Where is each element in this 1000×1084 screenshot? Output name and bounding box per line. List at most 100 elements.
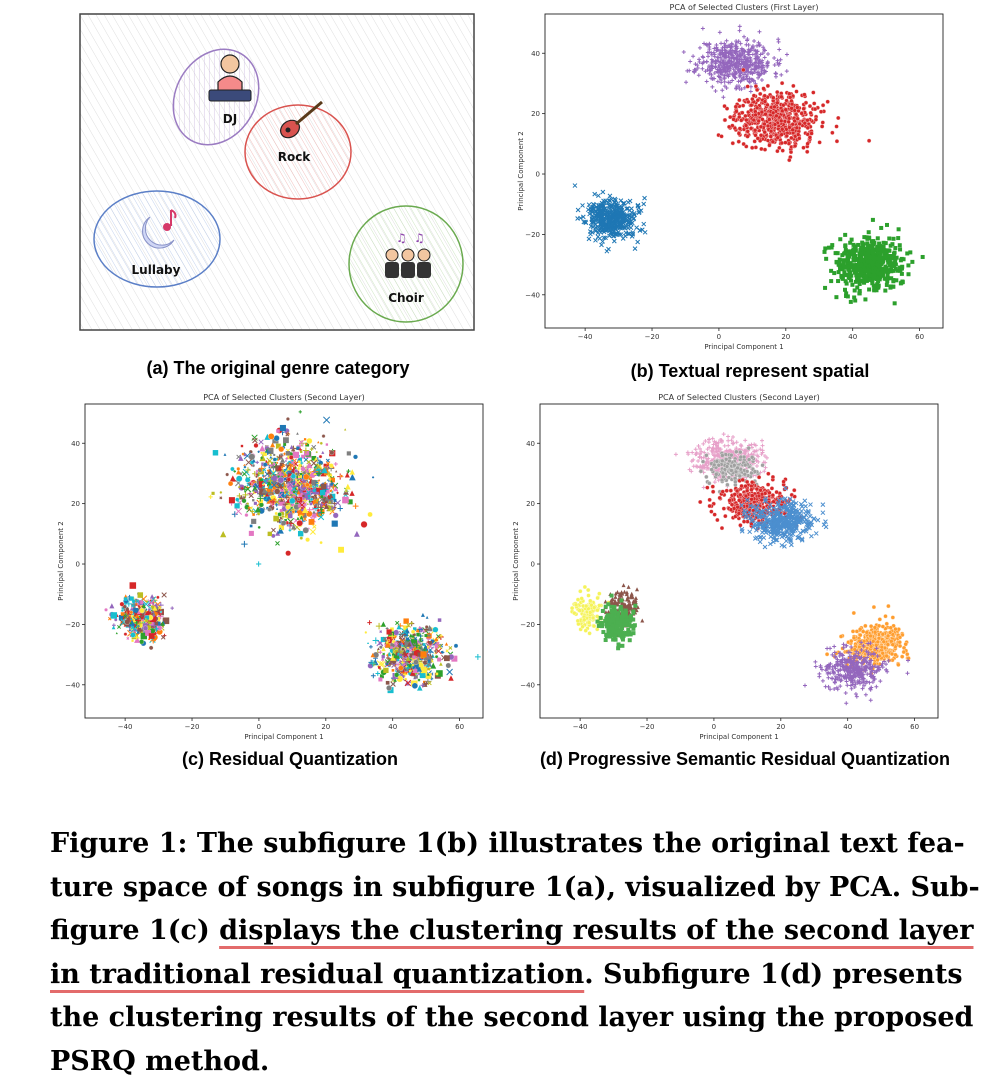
point xyxy=(772,55,777,60)
point xyxy=(880,266,885,271)
point xyxy=(750,145,755,150)
point xyxy=(732,57,737,62)
point xyxy=(820,502,826,507)
point xyxy=(744,57,749,62)
point xyxy=(403,625,408,631)
point xyxy=(861,250,866,255)
point xyxy=(883,269,888,274)
point xyxy=(772,62,777,67)
point xyxy=(848,299,853,304)
point xyxy=(858,270,863,275)
point xyxy=(403,618,409,624)
point xyxy=(695,65,700,70)
point xyxy=(131,639,134,642)
point xyxy=(242,496,246,499)
point xyxy=(593,237,598,243)
point xyxy=(707,503,712,509)
point xyxy=(848,261,853,266)
point xyxy=(275,507,279,510)
point xyxy=(740,477,745,483)
point xyxy=(297,497,301,501)
point xyxy=(857,291,862,296)
point xyxy=(754,105,760,110)
point xyxy=(705,485,710,490)
point xyxy=(145,608,148,611)
point xyxy=(717,51,722,56)
point xyxy=(434,636,439,642)
point xyxy=(300,461,304,465)
point xyxy=(896,236,901,241)
point xyxy=(297,530,304,537)
point xyxy=(236,469,241,475)
point xyxy=(745,134,750,139)
point xyxy=(439,662,443,666)
point xyxy=(690,450,695,455)
point xyxy=(892,264,897,269)
point xyxy=(730,64,735,69)
point xyxy=(750,455,755,460)
point xyxy=(403,652,409,658)
point xyxy=(317,478,321,482)
point xyxy=(240,444,244,448)
point xyxy=(733,104,738,109)
point xyxy=(755,56,760,61)
point xyxy=(253,442,259,448)
point xyxy=(328,493,334,499)
point xyxy=(752,39,757,44)
point xyxy=(147,602,152,606)
point xyxy=(910,259,915,264)
point xyxy=(745,497,750,503)
point xyxy=(758,447,763,452)
point xyxy=(698,464,703,469)
point xyxy=(294,468,299,473)
point xyxy=(740,110,745,115)
scatter-plot-residual-quantization: PCA of Selected Clusters (Second Layer)−… xyxy=(57,393,484,741)
point xyxy=(698,469,704,474)
point xyxy=(870,252,875,257)
point xyxy=(381,646,386,652)
point xyxy=(792,118,797,124)
point xyxy=(885,258,890,263)
dj-icon xyxy=(208,54,252,102)
point xyxy=(248,453,256,461)
point xyxy=(276,454,283,460)
point xyxy=(593,228,598,234)
point xyxy=(229,475,236,482)
point xyxy=(129,610,134,615)
point xyxy=(751,93,757,98)
dj-label: DJ xyxy=(223,112,237,126)
point xyxy=(581,219,587,225)
point xyxy=(886,269,891,274)
point xyxy=(759,146,764,152)
point xyxy=(397,675,401,679)
point xyxy=(427,645,430,649)
point xyxy=(245,467,251,473)
cluster-dj xyxy=(681,24,789,100)
point xyxy=(135,613,140,619)
cluster-rock xyxy=(716,67,872,163)
point xyxy=(691,69,696,74)
point xyxy=(612,196,618,202)
point xyxy=(259,488,266,495)
point xyxy=(720,470,726,476)
point xyxy=(876,283,881,288)
point xyxy=(748,70,753,75)
point xyxy=(131,604,135,608)
point xyxy=(834,260,839,265)
point xyxy=(425,673,432,679)
point xyxy=(891,278,896,283)
point xyxy=(607,209,613,215)
point xyxy=(714,472,719,477)
point xyxy=(290,506,294,510)
point xyxy=(801,106,806,111)
point xyxy=(829,268,834,273)
y-tick-label: 0 xyxy=(76,561,80,569)
point xyxy=(737,28,742,33)
point xyxy=(790,122,795,127)
point xyxy=(288,520,294,527)
point xyxy=(259,465,265,472)
point xyxy=(137,624,140,627)
point xyxy=(750,43,755,48)
point xyxy=(617,211,623,216)
point xyxy=(144,610,150,616)
